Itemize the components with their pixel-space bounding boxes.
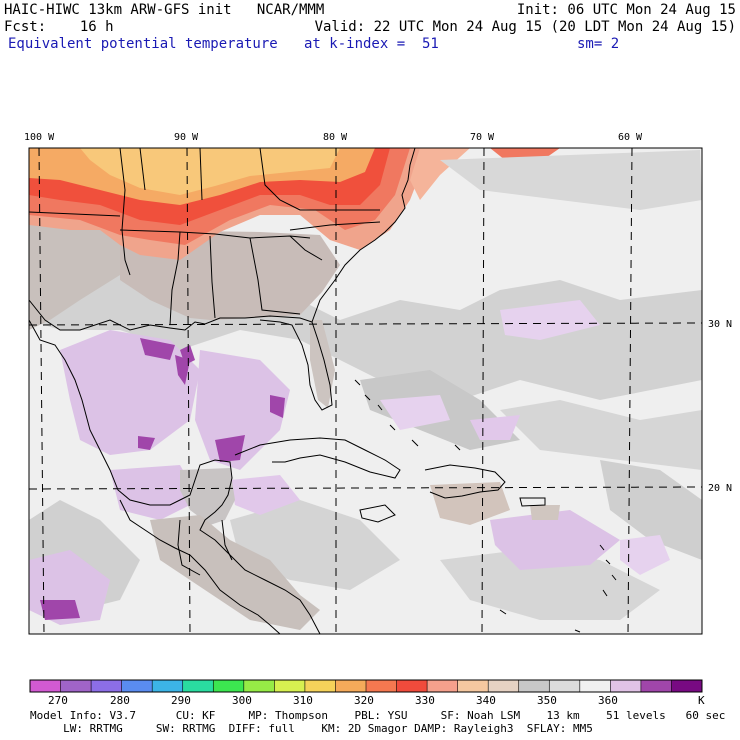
colorbar-swatch bbox=[579, 680, 611, 692]
colorbar-swatch bbox=[304, 680, 336, 692]
level-index: at k-index = 51 bbox=[304, 36, 439, 52]
colorbar-swatch bbox=[488, 680, 520, 692]
map-frame bbox=[28, 147, 703, 635]
lat-label-30n: 30 N bbox=[708, 319, 733, 330]
colorbar bbox=[29, 679, 703, 693]
cb-label-290: 290 bbox=[171, 694, 191, 707]
colorbar-swatch bbox=[549, 680, 581, 692]
init-time: Init: 06 UTC Mon 24 Aug 15 bbox=[516, 2, 736, 18]
cb-label-300: 300 bbox=[232, 694, 252, 707]
lon-label-70w: 70 W bbox=[470, 132, 495, 143]
smoothing: sm= 2 bbox=[577, 36, 620, 52]
colorbar-swatch bbox=[457, 680, 489, 692]
colorbar-swatch bbox=[640, 680, 672, 692]
lon-label-90w: 90 W bbox=[174, 132, 199, 143]
cb-label-280: 280 bbox=[110, 694, 130, 707]
cb-label-350: 350 bbox=[537, 694, 557, 707]
colorbar-swatch bbox=[60, 680, 92, 692]
lon-label-80w: 80 W bbox=[323, 132, 348, 143]
cb-label-310: 310 bbox=[293, 694, 313, 707]
cb-label-270: 270 bbox=[48, 694, 68, 707]
valid-time: Valid: 22 UTC Mon 24 Aug 15 (20 LDT Mon … bbox=[314, 19, 736, 35]
theta-e-field bbox=[29, 148, 702, 634]
colorbar-swatch bbox=[335, 680, 367, 692]
colorbar-swatch bbox=[518, 680, 550, 692]
cb-label-360: 360 bbox=[598, 694, 618, 707]
colorbar-swatch bbox=[274, 680, 306, 692]
colorbar-swatch bbox=[30, 680, 62, 692]
colorbar-swatch bbox=[396, 680, 428, 692]
colorbar-swatch bbox=[427, 680, 459, 692]
colorbar-swatch bbox=[671, 680, 703, 692]
colorbar-swatch bbox=[213, 680, 245, 692]
cb-label-320: 320 bbox=[354, 694, 374, 707]
lon-label-100w: 100 W bbox=[24, 132, 55, 143]
cb-unit: K bbox=[698, 694, 705, 707]
colorbar-swatch bbox=[121, 680, 153, 692]
model-title: HAIC-HIWC 13km ARW-GFS init NCAR/MMM bbox=[4, 2, 325, 18]
model-info-line2: LW: RRTMG SW: RRTMG DIFF: full KM: 2D Sm… bbox=[30, 722, 593, 735]
colorbar-swatch bbox=[91, 680, 123, 692]
cb-label-340: 340 bbox=[476, 694, 496, 707]
colorbar-swatch bbox=[152, 680, 184, 692]
lat-label-20n: 20 N bbox=[708, 483, 733, 494]
colorbar-swatch bbox=[366, 680, 398, 692]
colorbar-swatch bbox=[243, 680, 275, 692]
colorbar-swatch bbox=[610, 680, 642, 692]
lon-label-60w: 60 W bbox=[618, 132, 643, 143]
model-info-line1: Model Info: V3.7 CU: KF MP: Thompson PBL… bbox=[30, 709, 726, 722]
colorbar-swatch bbox=[182, 680, 214, 692]
cb-label-330: 330 bbox=[415, 694, 435, 707]
field-name: Equivalent potential temperature bbox=[8, 36, 278, 52]
forecast-hour: Fcst: 16 h bbox=[4, 19, 114, 35]
